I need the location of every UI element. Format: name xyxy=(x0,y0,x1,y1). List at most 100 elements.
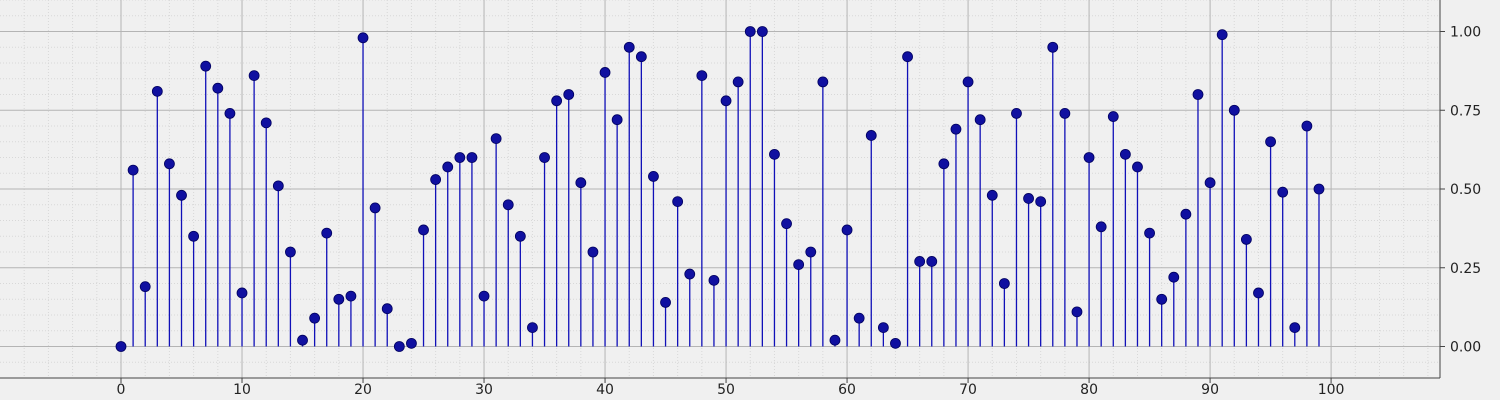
stem-marker xyxy=(1083,152,1095,163)
stem-marker xyxy=(623,41,635,53)
x-ticks: 0 10 20 30 40 50 60 70 80 90 100 xyxy=(117,378,1345,398)
stem-marker xyxy=(236,287,248,299)
stem-marker xyxy=(514,230,526,242)
stem-marker xyxy=(769,148,780,160)
stem-marker xyxy=(297,334,308,346)
stem-marker xyxy=(224,108,236,119)
stem-marker xyxy=(1107,111,1119,122)
stem-marker xyxy=(1228,104,1240,116)
x-tick-label: 10 xyxy=(233,382,251,398)
stem-marker xyxy=(890,337,901,349)
stem-marker xyxy=(720,95,732,107)
stem-marker xyxy=(648,170,659,182)
y-tick-label: 0.75 xyxy=(1450,103,1481,119)
stem-marker xyxy=(1156,293,1168,305)
stem-marker xyxy=(974,114,986,126)
stem-marker xyxy=(1216,29,1228,41)
stem-marker xyxy=(442,161,454,173)
stem-marker xyxy=(454,152,466,163)
x-tick-label: 70 xyxy=(959,382,977,398)
stem-marker xyxy=(877,322,889,334)
stem-marker xyxy=(381,303,393,315)
stem-marker xyxy=(950,123,962,135)
stem-marker xyxy=(285,246,296,258)
stem-marker xyxy=(914,256,926,267)
stem-marker xyxy=(902,51,913,63)
stem-marker xyxy=(418,224,429,236)
stem-marker xyxy=(1144,227,1155,239)
stem-marker xyxy=(490,133,502,145)
stem-marker xyxy=(1168,271,1180,283)
stem-marker xyxy=(248,70,260,81)
x-tick-label: 90 xyxy=(1201,382,1219,398)
stem-marker xyxy=(1289,322,1301,334)
stem-marker xyxy=(345,290,357,302)
stem-marker xyxy=(212,82,224,94)
stem-marker xyxy=(1023,193,1034,204)
stem-marker xyxy=(321,227,333,239)
x-tick-label: 80 xyxy=(1080,382,1098,398)
stem-marker xyxy=(660,296,671,308)
stem-marker xyxy=(1059,108,1071,119)
stem-marker xyxy=(1047,41,1059,53)
stem-marker xyxy=(357,32,369,44)
stem-marker xyxy=(708,274,720,286)
stem-marker xyxy=(164,158,175,170)
stem-marker xyxy=(272,180,284,192)
stem-marker xyxy=(793,259,805,271)
stem-marker xyxy=(962,76,974,88)
stem-marker xyxy=(611,114,623,126)
stem-marker xyxy=(539,152,550,163)
stem-marker xyxy=(841,224,853,236)
stem-marker xyxy=(200,60,212,72)
y-tick-label: 0.50 xyxy=(1450,182,1481,198)
stem-marker xyxy=(575,177,587,189)
stem-marker xyxy=(756,26,768,37)
stem-marker xyxy=(260,117,272,129)
y-tick-label: 0.00 xyxy=(1450,340,1481,356)
y-tick-label: 1.00 xyxy=(1450,25,1481,41)
stem-marker xyxy=(1071,306,1083,318)
stem-marker xyxy=(406,337,417,349)
stem-marker xyxy=(1301,120,1313,132)
stem-marker xyxy=(829,334,841,346)
stem-marker xyxy=(938,158,950,170)
stem-marker xyxy=(865,130,877,141)
stem-marker xyxy=(466,152,478,163)
markers xyxy=(115,26,1325,352)
stem-marker xyxy=(176,189,187,201)
stem-marker xyxy=(926,256,938,267)
stem-marker xyxy=(1011,108,1022,119)
x-tick-label: 20 xyxy=(354,382,372,398)
stem-marker xyxy=(684,268,696,280)
stem-marker xyxy=(1253,287,1264,299)
stem-marker xyxy=(696,70,708,81)
stem-marker xyxy=(1313,183,1325,195)
stem-marker xyxy=(1180,208,1192,220)
stem-marker xyxy=(127,164,139,176)
x-tick-label: 0 xyxy=(117,382,126,398)
stem-marker xyxy=(1095,221,1107,233)
stem-marker xyxy=(1192,89,1204,100)
stem-marker xyxy=(599,67,611,78)
stem-marker xyxy=(1035,196,1047,208)
stem-marker xyxy=(115,341,127,352)
stem-marker xyxy=(369,202,381,214)
x-tick-label: 30 xyxy=(475,382,493,398)
stem-marker xyxy=(1204,177,1216,189)
x-tick-label: 100 xyxy=(1318,382,1345,398)
stem-marker xyxy=(744,26,756,37)
y-tick-label: 0.25 xyxy=(1450,261,1481,277)
stem-marker xyxy=(986,189,998,201)
stems xyxy=(132,31,1320,347)
stem-marker xyxy=(998,278,1010,289)
stem-marker xyxy=(527,322,538,334)
x-tick-label: 60 xyxy=(838,382,856,398)
stem-marker xyxy=(1240,233,1252,245)
stem-marker xyxy=(1132,161,1143,173)
stem-marker xyxy=(333,293,345,305)
stem-marker xyxy=(672,196,684,208)
stem-marker xyxy=(430,174,442,185)
stem-marker xyxy=(551,95,563,107)
